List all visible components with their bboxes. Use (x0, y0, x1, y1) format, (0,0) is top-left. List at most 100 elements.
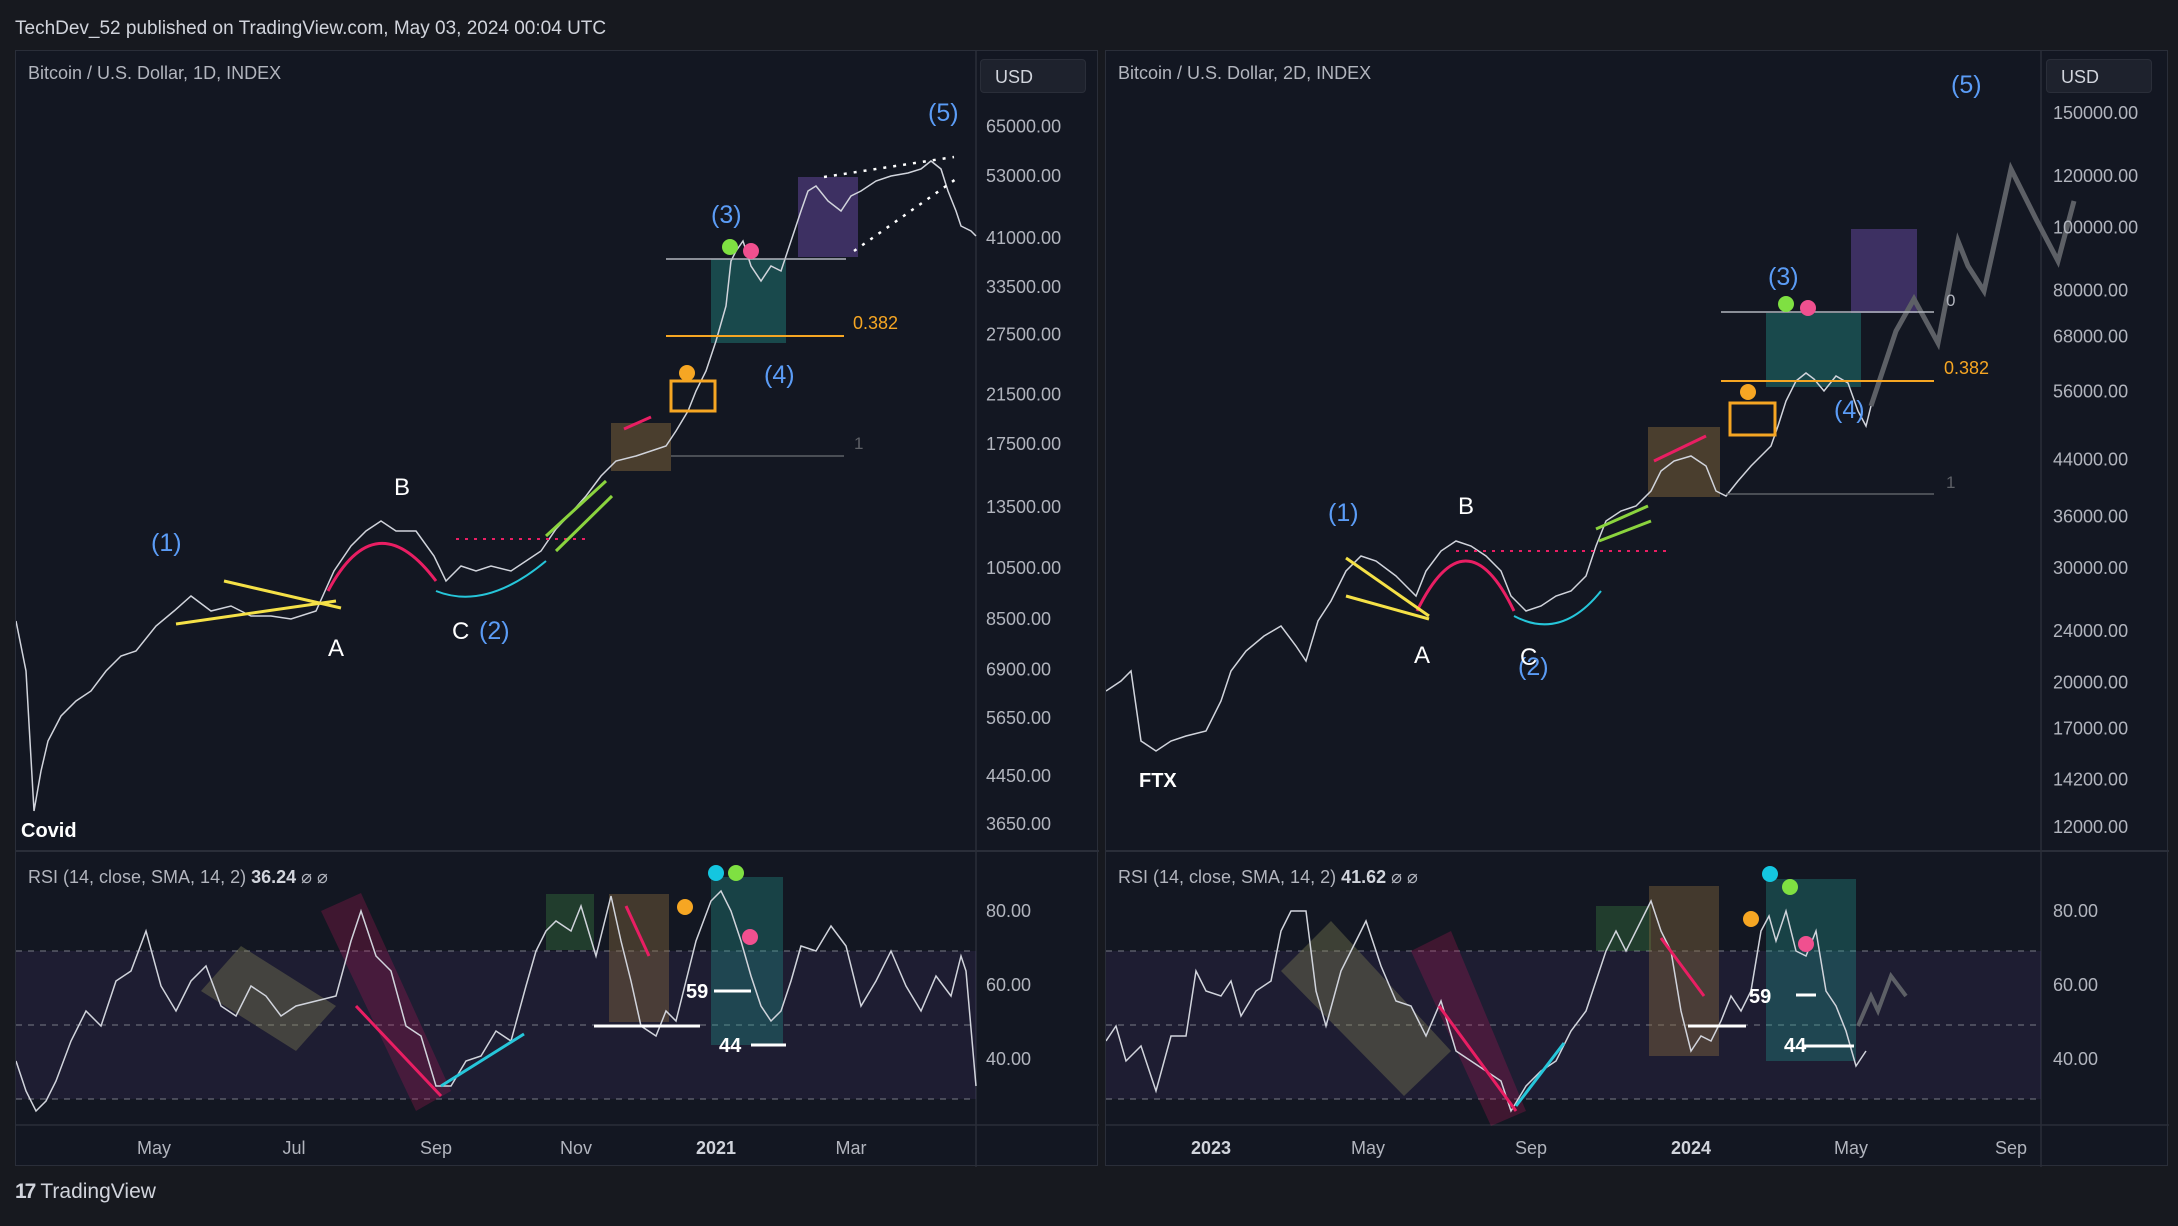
rsi-line[interactable] (16, 889, 977, 1113)
chart-panel-left[interactable]: (1) (2) (3) (4) (5) A B C Covid 0.382 1 … (15, 50, 1099, 1167)
price-tick-label: 3650.00 (986, 814, 1051, 834)
wave-1-label: (1) (151, 529, 182, 557)
rsi-green-dot (728, 865, 744, 881)
price-tick-label: 68000.00 (2053, 327, 2128, 347)
rsi-legend[interactable]: RSI (14, close, SMA, 14, 2) 36.24 ⌀ ⌀ (28, 867, 328, 888)
fib-1-label: 1 (1946, 473, 1955, 492)
visibility-icons[interactable]: ⌀ ⌀ (301, 867, 328, 887)
rsi-44-label: 44 (1784, 1035, 1807, 1057)
time-tick-label: May (137, 1138, 171, 1158)
breakout-square (669, 379, 717, 413)
tradingview-logo-icon: 17 (15, 1180, 36, 1203)
price-tick-label: 41000.00 (986, 228, 1061, 248)
wave-1-label: (1) (1328, 499, 1359, 527)
orange-dot (1740, 384, 1756, 400)
label-a: A (1414, 642, 1430, 669)
rsi-zone-green (1596, 906, 1651, 951)
time-tick-label: Nov (560, 1138, 592, 1158)
price-line[interactable] (16, 160, 977, 812)
rsi-uptrend (440, 1032, 525, 1088)
time-tick-label: Sep (420, 1138, 452, 1158)
price-tick-label: 8500.00 (986, 609, 1051, 629)
currency-button[interactable]: USD (2046, 59, 2152, 93)
chart-canvas-right[interactable]: (1) (2) (3) (4) (5) A B C FTX 0 0.382 1 … (1106, 51, 2169, 1167)
wedge-upper (223, 579, 342, 610)
rsi-tick-label: 60.00 (2053, 975, 2098, 995)
symbol-title[interactable]: Bitcoin / U.S. Dollar, 2D, INDEX (1118, 63, 1372, 83)
label-c: C (452, 618, 469, 645)
rsi-title: RSI (14, close, SMA, 14, 2) (28, 867, 247, 887)
price-axis[interactable]: 80000.0065000.0053000.0041000.0033500.00… (986, 66, 1061, 834)
price-tick-label: 6900.00 (986, 660, 1051, 680)
breakout-square (1728, 401, 1777, 437)
wave-2-label: (2) (479, 617, 510, 645)
event-label: FTX (1139, 770, 1177, 792)
price-tick-label: 30000.00 (2053, 558, 2128, 578)
flag-upper (544, 479, 608, 538)
target-box (798, 177, 858, 257)
label-a: A (328, 635, 344, 662)
price-line[interactable] (1106, 372, 1872, 752)
currency-button[interactable]: USD (980, 59, 1086, 93)
rsi-tick-label: 40.00 (986, 1049, 1031, 1069)
price-tick-label: 10500.00 (986, 558, 1061, 578)
price-tick-label: 44000.00 (2053, 450, 2128, 470)
brand-name: TradingView (40, 1180, 156, 1203)
green-dot (1778, 296, 1794, 312)
rsi-zone-pink (1411, 931, 1526, 1126)
time-tick-label: Sep (1995, 1138, 2027, 1158)
price-axis[interactable]: 150000.00 120000.00 100000.00 80000.00 68000… (2053, 103, 2138, 837)
rsi-line[interactable] (1106, 899, 1867, 1113)
price-tick-label: 65000.00 (986, 116, 1061, 136)
time-axis[interactable]: 2023 May Sep 2024 May Sep (1191, 1138, 2027, 1158)
symbol-title[interactable]: Bitcoin / U.S. Dollar, 1D, INDEX (28, 63, 282, 83)
wave4-box (711, 259, 786, 343)
pink-dot (743, 243, 759, 259)
rsi-zone-olive (1281, 921, 1451, 1096)
time-tick-label: 2021 (696, 1138, 736, 1158)
wave-3-label: (3) (711, 201, 742, 229)
rsi-cyan-dot (1762, 866, 1778, 882)
rsi-axis[interactable]: 80.00 60.00 40.00 (986, 901, 1031, 1069)
chart-canvas-left[interactable]: (1) (2) (3) (4) (5) A B C Covid 0.382 1 … (16, 51, 1099, 1167)
price-tick-label: 56000.00 (2053, 382, 2128, 402)
price-tick-label: 17500.00 (986, 434, 1061, 454)
price-tick-label: 27500.00 (986, 325, 1061, 345)
price-tick-label: 14200.00 (2053, 769, 2128, 789)
rsi-downtrend (1437, 1005, 1518, 1112)
price-tick-label: 150000.00 (2053, 103, 2138, 123)
time-tick-label: May (1834, 1138, 1868, 1158)
rsi-axis[interactable]: 80.00 60.00 40.00 (2053, 901, 2098, 1069)
rsi-orange-dot (1743, 911, 1759, 927)
price-tick-label: 4450.00 (986, 766, 1051, 786)
price-tick-label: 53000.00 (986, 166, 1061, 186)
time-tick-label: Sep (1515, 1138, 1547, 1158)
visibility-icons[interactable]: ⌀ ⌀ (1391, 867, 1418, 887)
rsi-tick-label: 60.00 (986, 975, 1031, 995)
rsi-pink-dot (1798, 936, 1814, 952)
rsi-forecast (1856, 971, 1908, 1027)
rsi-tick-label: 80.00 (2053, 901, 2098, 921)
flag-lower (1598, 519, 1652, 543)
rsi-downtrend (354, 1004, 443, 1098)
price-tick-label: 20000.00 (2053, 673, 2128, 693)
orange-dot (679, 365, 695, 381)
chart-panel-right[interactable]: (1) (2) (3) (4) (5) A B C FTX 0 0.382 1 … (1105, 50, 2169, 1167)
tradingview-logo[interactable]: 17 TradingView (15, 1180, 156, 1203)
publish-line: TechDev_52 published on TradingView.com,… (15, 18, 607, 39)
rsi-legend[interactable]: RSI (14, close, SMA, 14, 2) 41.62 ⌀ ⌀ (1118, 867, 1418, 888)
fib-0382-label: 0.382 (1944, 358, 1989, 378)
rsi-value: 36.24 (251, 867, 297, 887)
wave-5-label: (5) (928, 99, 959, 127)
price-tick-label: 24000.00 (2053, 621, 2128, 641)
rsi-zone-brown (609, 894, 669, 1022)
rsi-zone-pink (321, 893, 451, 1111)
ending-wedge-upper (823, 155, 955, 179)
rsi-cyan-dot (708, 865, 724, 881)
wave-3-label: (3) (1768, 263, 1799, 291)
wave4-box (1766, 313, 1861, 387)
wave-4-label: (4) (1834, 396, 1865, 424)
forecast-path (1868, 161, 2077, 407)
time-axis[interactable]: May Jul Sep Nov 2021 Mar (137, 1138, 867, 1158)
rsi-uptrend (1514, 1042, 1566, 1107)
